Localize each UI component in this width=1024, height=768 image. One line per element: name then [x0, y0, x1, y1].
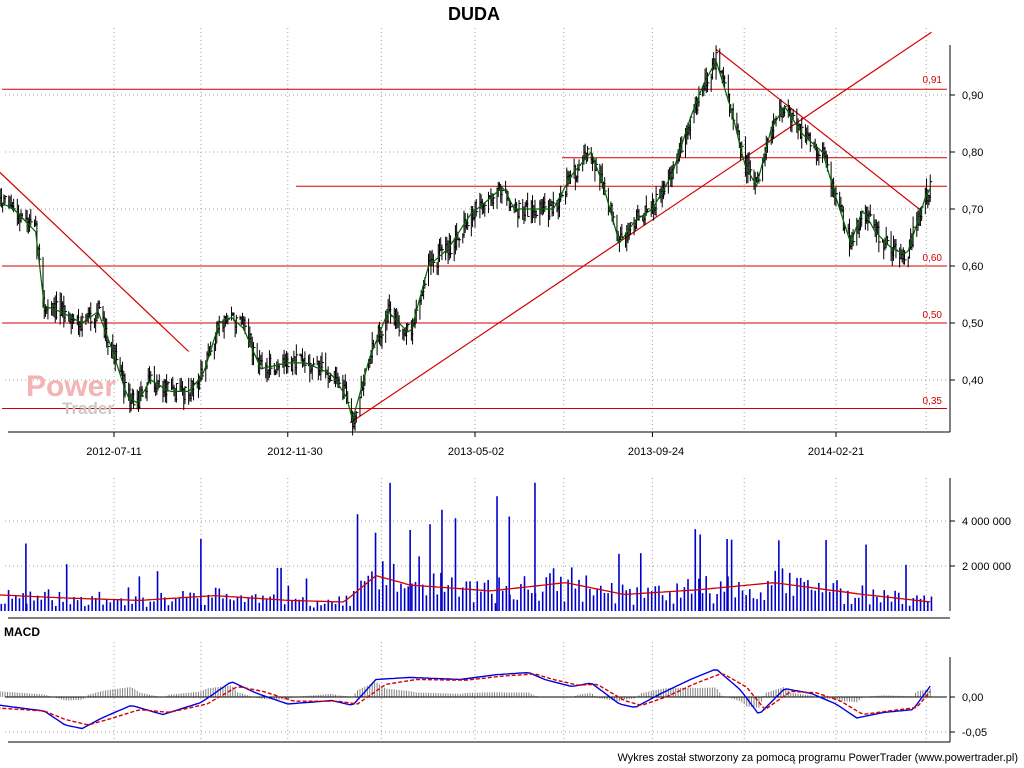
trend-line [715, 48, 920, 210]
price-trend-line [0, 59, 931, 423]
trend-line [0, 171, 190, 352]
macd-panel [0, 669, 947, 730]
trend-line [349, 31, 932, 424]
volume-bars [0, 482, 933, 611]
macd-line [0, 669, 931, 730]
volume-moving-average [0, 574, 931, 603]
macd-signal-line [0, 672, 931, 726]
price-bars [0, 45, 933, 436]
trend-lines [0, 31, 932, 424]
grid-lines [5, 28, 946, 740]
fib-levels [2, 88, 947, 409]
axes [8, 45, 955, 743]
